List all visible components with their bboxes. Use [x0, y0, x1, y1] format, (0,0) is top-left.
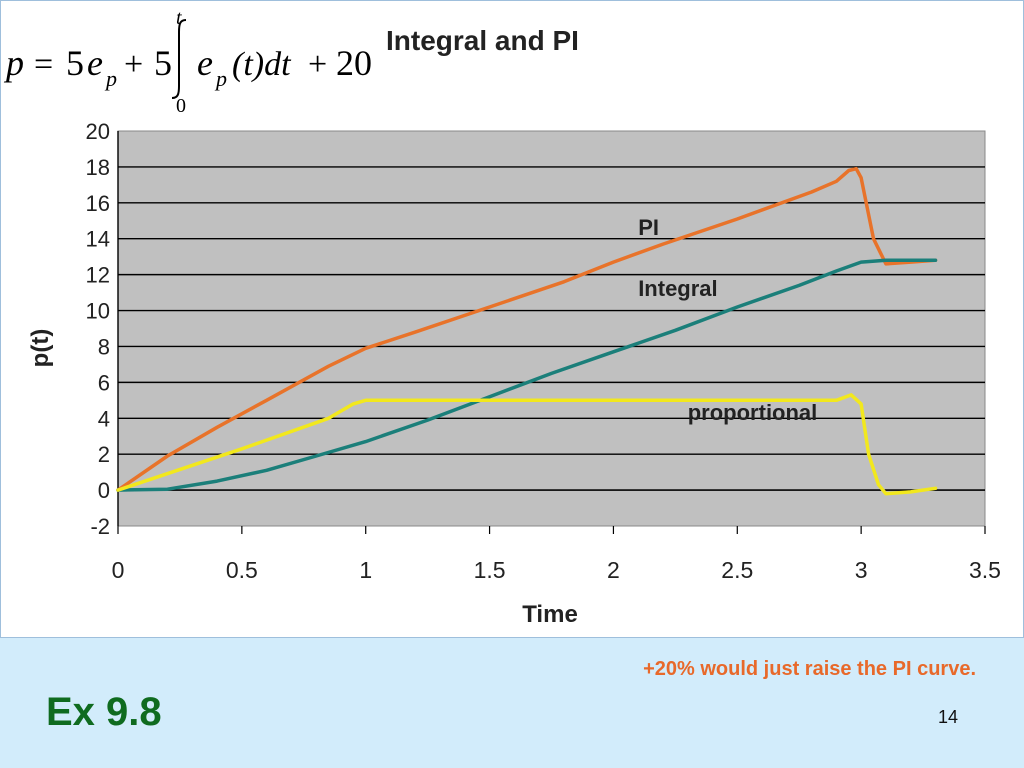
x-tick-label: 3.5: [969, 557, 1001, 583]
y-tick-label: 20: [86, 119, 110, 144]
formula-sub1: p: [104, 66, 117, 91]
annotation-pi: PI: [638, 215, 659, 240]
chart: p = 5 e p + 5 t 0 e p (t)dt + 20 Integra…: [3, 7, 1001, 628]
formula-coef2: 5: [154, 43, 172, 83]
axes: [117, 131, 986, 534]
series-line-pi: [116, 166, 938, 492]
x-tick-labels: 0 0.5 1 1.5 2 2.5 3 3.5: [112, 557, 1001, 583]
formula-plus1: +: [124, 46, 143, 83]
y-tick-label: 8: [98, 334, 110, 359]
y-tick-labels: -2 0 2 4 6 8 10 12 14 16 18 20: [86, 119, 110, 539]
integral-sign: [171, 19, 187, 99]
series-annotations: PI Integral proportional: [638, 215, 817, 425]
note-text: +20% would just raise the PI curve.: [643, 658, 976, 680]
example-label: Ex 9.8: [46, 690, 162, 734]
x-tick-label: 1: [359, 557, 372, 583]
series-line-proportional: [116, 393, 938, 496]
x-tick-label: 0: [112, 557, 125, 583]
gridlines: [118, 166, 985, 491]
x-tick-label: 0.5: [226, 557, 258, 583]
y-tick-label: 0: [98, 478, 110, 503]
page-number: 14: [938, 707, 959, 727]
formula-equals: =: [34, 46, 53, 83]
formula-const: 20: [336, 43, 372, 83]
slide-footer-band: [0, 638, 1024, 768]
y-tick-label: -2: [90, 514, 110, 539]
x-tick-label: 1.5: [474, 557, 506, 583]
formula-coef1: 5: [66, 43, 84, 83]
formula-integrand-tail: (t)dt: [232, 46, 292, 83]
annotation-proportional: proportional: [688, 400, 818, 425]
x-tick-label: 2: [607, 557, 620, 583]
series-lines: [116, 166, 938, 496]
x-axis-label: Time: [522, 601, 578, 628]
formula: p = 5 e p + 5 t 0 e p (t)dt + 20: [3, 7, 372, 117]
y-tick-label: 14: [86, 227, 110, 252]
annotation-integral: Integral: [638, 276, 717, 301]
formula-upper-limit: t: [176, 7, 182, 29]
y-tick-label: 18: [86, 155, 110, 180]
formula-sub2: p: [214, 66, 227, 91]
x-tick-label: 3: [855, 557, 868, 583]
formula-lhs: p: [3, 43, 24, 83]
formula-lower-limit: 0: [176, 95, 186, 117]
series-line-integral: [116, 258, 938, 492]
chart-title: Integral and PI: [386, 25, 579, 56]
y-tick-label: 4: [98, 406, 110, 431]
y-tick-label: 16: [86, 191, 110, 216]
formula-e1: e: [87, 43, 103, 83]
y-tick-label: 10: [86, 299, 110, 324]
y-tick-label: 12: [86, 263, 110, 288]
x-tick-label: 2.5: [721, 557, 753, 583]
plot-area: [117, 130, 986, 527]
y-tick-label: 2: [98, 442, 110, 467]
y-tick-label: 6: [98, 370, 110, 395]
formula-e2: e: [197, 43, 213, 83]
formula-plus2: +: [308, 46, 327, 83]
y-axis-label: p(t): [27, 329, 54, 368]
